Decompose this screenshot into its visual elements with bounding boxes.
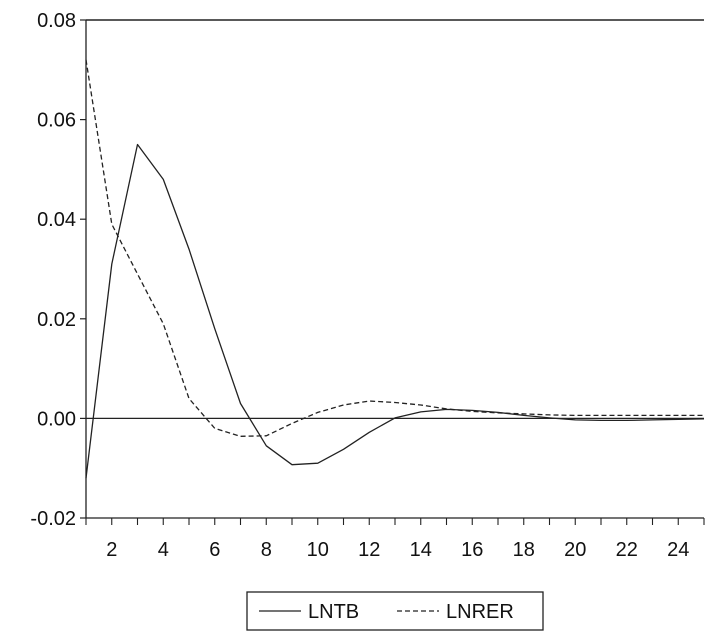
x-tick-label: 20 — [564, 539, 586, 561]
y-tick-label: 0.08 — [37, 10, 76, 32]
x-tick-label: 2 — [106, 539, 117, 561]
legend-label-lntb: LNTB — [308, 601, 359, 623]
x-tick-label: 22 — [616, 539, 638, 561]
x-tick-label: 18 — [513, 539, 535, 561]
y-tick-label: 0.02 — [37, 309, 76, 331]
y-tick-label: -0.02 — [30, 508, 76, 530]
x-tick-label: 12 — [358, 539, 380, 561]
x-tick-label: 6 — [209, 539, 220, 561]
x-tick-label: 14 — [410, 539, 432, 561]
series-layer — [85, 59, 705, 479]
y-tick-label: 0.00 — [37, 408, 76, 430]
series-line-lnrer — [85, 59, 704, 437]
x-tick-label: 24 — [667, 539, 689, 561]
legend: LNTB LNRER — [246, 591, 544, 631]
series-line-lntb — [85, 143, 705, 479]
x-tick-label: 10 — [307, 539, 329, 561]
plot-frame — [85, 19, 704, 519]
legend-label-lnrer: LNRER — [446, 601, 514, 623]
x-axis: 2 4 6 8 10 12 14 16 18 20 22 24 — [85, 518, 705, 561]
x-tick-label: 8 — [261, 539, 272, 561]
y-axis: -0.02 0.00 0.02 0.04 0.06 0.08 — [30, 10, 86, 530]
y-tick-label: 0.06 — [37, 110, 76, 132]
y-tick-label: 0.04 — [37, 209, 76, 231]
x-tick-label: 4 — [158, 539, 169, 561]
x-tick-label: 16 — [461, 539, 483, 561]
